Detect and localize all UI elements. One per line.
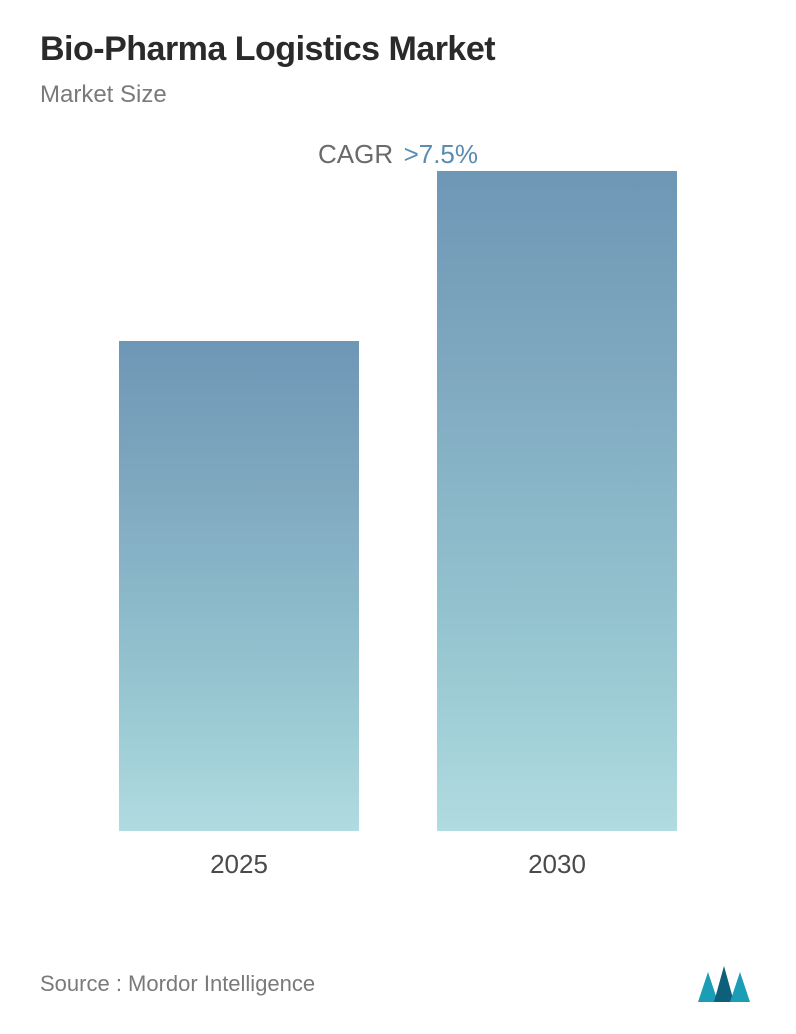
mordor-logo-icon (696, 964, 756, 1004)
bar-2025 (119, 341, 359, 831)
bar-group-2030: 2030 (427, 171, 687, 880)
bar-group-2025: 2025 (109, 341, 369, 880)
chart-subtitle: Market Size (40, 81, 756, 109)
cagr-label: CAGR (318, 139, 393, 169)
source-text: Source : Mordor Intelligence (40, 971, 315, 997)
cagr-value: >7.5% (404, 139, 478, 169)
chart-area: 2025 2030 (40, 210, 756, 890)
footer: Source : Mordor Intelligence (40, 964, 756, 1004)
chart-title: Bio-Pharma Logistics Market (40, 30, 756, 69)
bar-label-2030: 2030 (528, 849, 586, 880)
bar-label-2025: 2025 (210, 849, 268, 880)
bar-2030 (437, 171, 677, 831)
cagr-container: CAGR >7.5% (40, 139, 756, 170)
